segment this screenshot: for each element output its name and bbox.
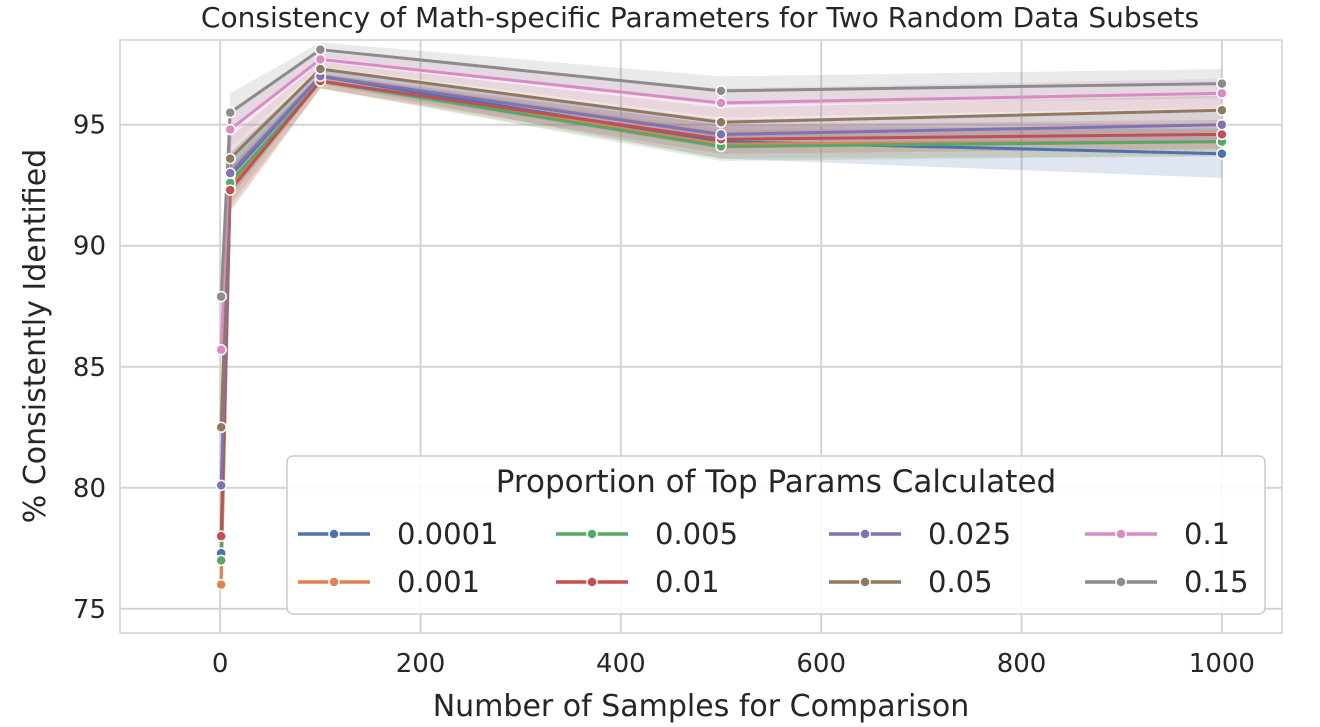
data-point-0.1 — [215, 344, 227, 356]
legend-label-0.001: 0.001 — [397, 565, 480, 599]
data-point-0.01 — [224, 184, 236, 196]
y-tick-label: 85 — [73, 353, 106, 383]
data-point-0.05 — [715, 116, 727, 129]
data-point-0.15 — [215, 290, 227, 303]
confidence-band-0.05 — [221, 61, 1222, 437]
y-axis-label: % Consistently Identified — [18, 149, 53, 523]
legend-label-0.01: 0.01 — [655, 565, 720, 599]
data-point-0.15 — [224, 106, 236, 119]
data-point-0.025 — [224, 167, 236, 179]
data-point-0.0001 — [1216, 148, 1228, 160]
legend-marker-0.025 — [859, 528, 871, 540]
x-axis-label: Number of Samples for Comparison — [433, 689, 970, 724]
legend-label-0.1: 0.1 — [1184, 517, 1230, 551]
legend-label-0.025: 0.025 — [928, 517, 1011, 551]
data-point-0.025 — [1216, 118, 1228, 131]
legend-label-0.0001: 0.0001 — [397, 517, 498, 551]
x-tick-label: 1000 — [1189, 649, 1255, 679]
legend-marker-0.15 — [1115, 576, 1127, 588]
legend: Proportion of Top Params Calculated 0.00… — [286, 455, 1266, 615]
x-tick-label: 200 — [396, 649, 446, 679]
legend-box — [286, 455, 1266, 615]
data-point-0.1 — [715, 97, 727, 109]
legend-label-0.005: 0.005 — [655, 517, 738, 551]
legend-title: Proportion of Top Params Calculated — [496, 464, 1056, 500]
legend-marker-0.0001 — [328, 528, 340, 540]
data-point-0.01 — [1216, 128, 1228, 141]
data-point-0.01 — [215, 530, 227, 542]
x-tick-label: 400 — [596, 649, 646, 679]
y-tick-label: 95 — [73, 111, 106, 141]
data-point-0.05 — [1216, 104, 1228, 116]
data-point-0.1 — [224, 123, 236, 136]
legend-marker-0.05 — [859, 576, 871, 588]
tick-labels: 0 200 400 600 800 1000 75 80 85 90 95 — [73, 111, 1255, 679]
data-point-0.001 — [215, 578, 227, 591]
data-point-0.15 — [715, 85, 727, 97]
legend-entries: 0.0001 0.001 0.005 0.01 0.025 0.05 0.1 0.15 — [298, 517, 1249, 599]
data-point-0.1 — [1216, 87, 1228, 99]
data-point-0.15 — [1216, 77, 1228, 90]
x-tick-label: 0 — [212, 649, 229, 679]
data-point-0.05 — [215, 421, 227, 434]
chart-title: Consistency of Math-specific Parameters … — [201, 1, 1199, 34]
legend-marker-0.005 — [586, 528, 598, 540]
series-markers — [215, 43, 1228, 591]
x-tick-label: 600 — [796, 649, 846, 679]
data-point-0.005 — [215, 554, 227, 567]
legend-marker-0.01 — [586, 576, 598, 588]
legend-marker-0.001 — [328, 576, 340, 588]
data-point-0.1 — [314, 53, 327, 66]
data-point-0.05 — [314, 63, 327, 75]
x-tick-label: 800 — [997, 649, 1047, 679]
legend-marker-0.1 — [1115, 528, 1127, 540]
data-point-0.15 — [314, 43, 327, 56]
y-tick-label: 75 — [73, 595, 106, 625]
data-point-0.05 — [224, 152, 236, 165]
legend-label-0.15: 0.15 — [1184, 565, 1249, 599]
confidence-band-0.01 — [221, 73, 1222, 546]
legend-label-0.05: 0.05 — [928, 565, 993, 599]
y-tick-label: 80 — [73, 474, 106, 504]
confidence-band-0.1 — [221, 52, 1222, 360]
data-point-0.025 — [715, 128, 727, 141]
data-point-0.025 — [215, 479, 227, 492]
y-tick-label: 90 — [73, 232, 106, 262]
